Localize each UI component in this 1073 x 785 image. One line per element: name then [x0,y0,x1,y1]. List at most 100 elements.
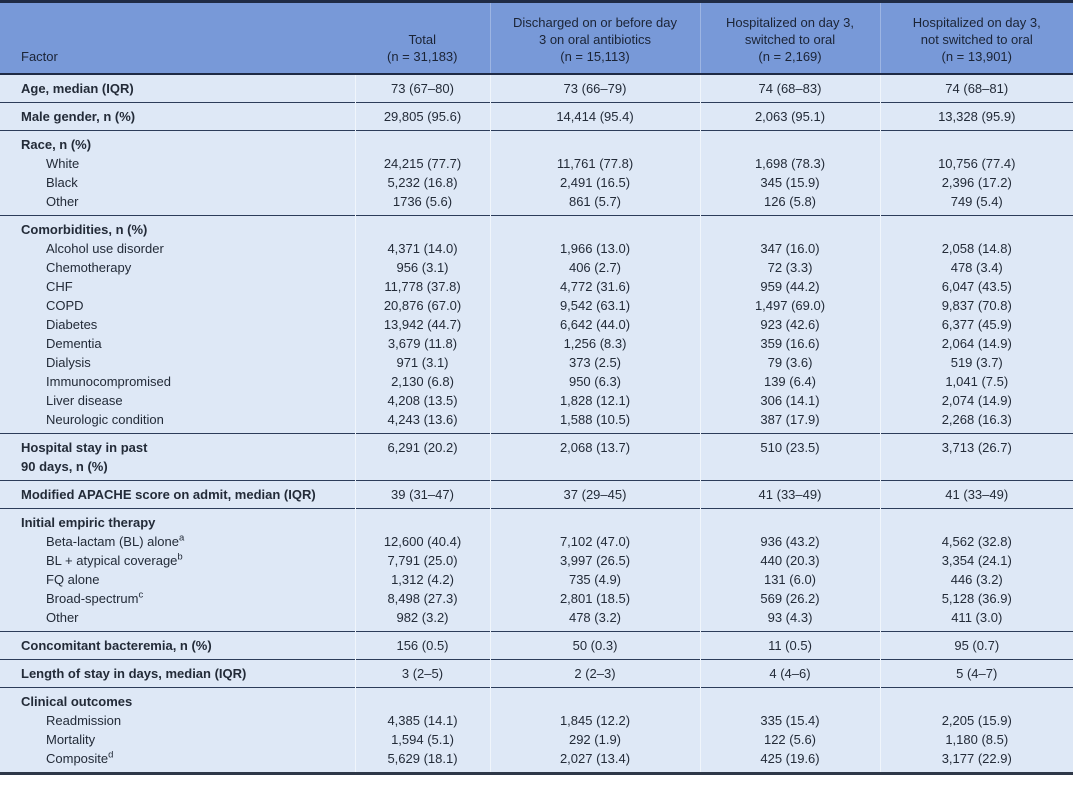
factor-cell: BL + atypical coverageb [0,551,355,570]
value-cell: 4,243 (13.6) [354,409,490,433]
value-cell: 9,542 (63.1) [489,295,700,315]
value-cell: 306 (14.1) [699,390,880,410]
value-cell: 4,772 (31.6) [489,276,700,296]
factor-cell: Dementia [0,334,355,353]
table-section: Age, median (IQR) 73 (67–80) 73 (66–79) 74 … [0,73,1073,103]
value-cell: 3,354 (24.1) [879,550,1073,570]
table-row: Composited 5,629 (18.1) 2,027 (13.4) 425 (1… [0,748,1073,773]
factor-cell: Concomitant bacteremia, n (%) [0,631,355,659]
table-row: Concomitant bacteremia, n (%) 156 (0.5) 50… [0,631,1073,659]
factor-cell: FQ alone [0,570,355,589]
factor-label: CHF [46,278,73,294]
value-cell: 4,385 (14.1) [354,710,490,730]
value-cell: 519 (3.7) [879,352,1073,372]
table-row: Broad-spectrumc 8,498 (27.3) 2,801 (18.5) 5… [0,588,1073,608]
value-cell: 3,679 (11.8) [354,333,490,353]
table-section: Comorbidities, n (%) Alcohol use disorder… [0,215,1073,433]
value-cell: 156 (0.5) [354,631,490,659]
factor-label: White [46,155,80,171]
table-row: Length of stay in days, median (IQR) 3 (2… [0,659,1073,687]
footnote-marker: c [138,589,144,601]
value-cell: 93 (4.3) [699,607,880,631]
table-section: Male gender, n (%) 29,805 (95.6) 14,414 (9… [0,102,1073,130]
factor-label: Other [46,193,79,209]
table-row: Other 982 (3.2) 478 (3.2) 93 (4.3) 411 (3.0) [0,607,1073,631]
factor-cell: Male gender, n (%) [0,102,355,130]
value-cell: 2,074 (14.9) [879,390,1073,410]
value-cell: 446 (3.2) [879,569,1073,589]
value-cell: 2,058 (14.8) [879,238,1073,258]
table-row: Dementia 3,679 (11.8) 1,256 (8.3) 359 (16.6… [0,333,1073,353]
factor-cell: Neurologic condition [0,410,355,434]
value-cell: 347 (16.0) [699,238,880,258]
table-section: Modified APACHE score on admit, median (… [0,480,1073,508]
table-section: Concomitant bacteremia, n (%) 156 (0.5) 50… [0,631,1073,659]
value-cell: 956 (3.1) [354,257,490,277]
value-cell: 411 (3.0) [879,607,1073,631]
factor-label: Liver disease [46,392,123,408]
factor-cell: Other [0,192,355,216]
factor-label: Dialysis [46,354,91,370]
value-cell: 1,845 (12.2) [489,710,700,730]
value-cell: 5,232 (16.8) [354,172,490,192]
value-cell [489,215,700,239]
value-cell [699,215,880,239]
value-cell: 2,064 (14.9) [879,333,1073,353]
value-cell: 2,068 (13.7) [489,433,700,480]
factor-label: Diabetes [46,316,98,332]
value-cell: 1,698 (78.3) [699,153,880,173]
value-cell: 73 (67–80) [354,73,490,102]
value-cell: 425 (19.6) [699,748,880,773]
table-row: Clinical outcomes [0,687,1073,711]
factor-label: Male gender, n (%) [21,108,136,124]
factor-label: Race, n (%) [21,136,92,152]
column-header-factor: Factor [0,1,355,75]
factor-label: BL + atypical coverage [46,552,178,568]
value-cell: 95 (0.7) [879,631,1073,659]
value-cell [699,508,880,532]
value-cell: 2 (2–3) [489,659,700,687]
column-header: Discharged on or before day 3 on oral an… [489,1,700,75]
table-row: Neurologic condition 4,243 (13.6) 1,588 (1… [0,409,1073,434]
value-cell: 510 (23.5) [699,433,880,480]
value-cell: 373 (2.5) [489,352,700,372]
value-cell: 12,600 (40.4) [354,531,490,551]
factor-cell: Diabetes [0,315,355,334]
value-cell: 2,027 (13.4) [489,748,700,773]
value-cell: 5,128 (36.9) [879,588,1073,608]
value-cell: 861 (5.7) [489,191,700,215]
factor-cell: Immunocompromised [0,372,355,391]
value-cell: 139 (6.4) [699,371,880,391]
table-row: Modified APACHE score on admit, median (… [0,480,1073,508]
table-row: Black 5,232 (16.8) 2,491 (16.5) 345 (15.9) 2… [0,172,1073,192]
value-cell: 2,268 (16.3) [879,409,1073,433]
value-cell: 74 (68–83) [699,73,880,102]
table-row: Other 1736 (5.6) 861 (5.7) 126 (5.8) 749 (5.… [0,191,1073,216]
value-cell: 1,828 (12.1) [489,390,700,410]
footnote-marker: a [178,532,185,544]
table-row: Initial empiric therapy [0,508,1073,532]
table-row: Race, n (%) [0,130,1073,154]
table-section: Hospital stay in past 90 days, n (%) 6,29… [0,433,1073,480]
value-cell: 24,215 (77.7) [354,153,490,173]
factor-cell: Mortality [0,730,355,749]
table-row: Mortality 1,594 (5.1) 292 (1.9) 122 (5.6) 1,… [0,729,1073,749]
table-header: Factor Total (n = 31,183) Discharged on or… [0,1,1073,75]
factor-label: Clinical outcomes [21,693,133,709]
value-cell: 2,801 (18.5) [489,588,700,608]
factor-cell: Age, median (IQR) [0,74,355,103]
value-cell: 569 (26.2) [699,588,880,608]
value-cell: 4 (4–6) [699,659,880,687]
factor-label: Age, median (IQR) [21,80,134,96]
factor-label: Chemotherapy [46,259,132,275]
factor-label: Dementia [46,335,102,351]
table-row: White 24,215 (77.7) 11,761 (77.8) 1,698 (78… [0,153,1073,173]
value-cell: 7,791 (25.0) [354,550,490,570]
factor-cell: Chemotherapy [0,258,355,277]
factor-cell: White [0,154,355,173]
factor-cell: COPD [0,296,355,315]
column-header: Total (n = 31,183) [355,1,490,75]
value-cell: 41 (33–49) [879,480,1073,508]
factor-label: Composite [46,750,109,766]
value-cell: 10,756 (77.4) [879,153,1073,173]
